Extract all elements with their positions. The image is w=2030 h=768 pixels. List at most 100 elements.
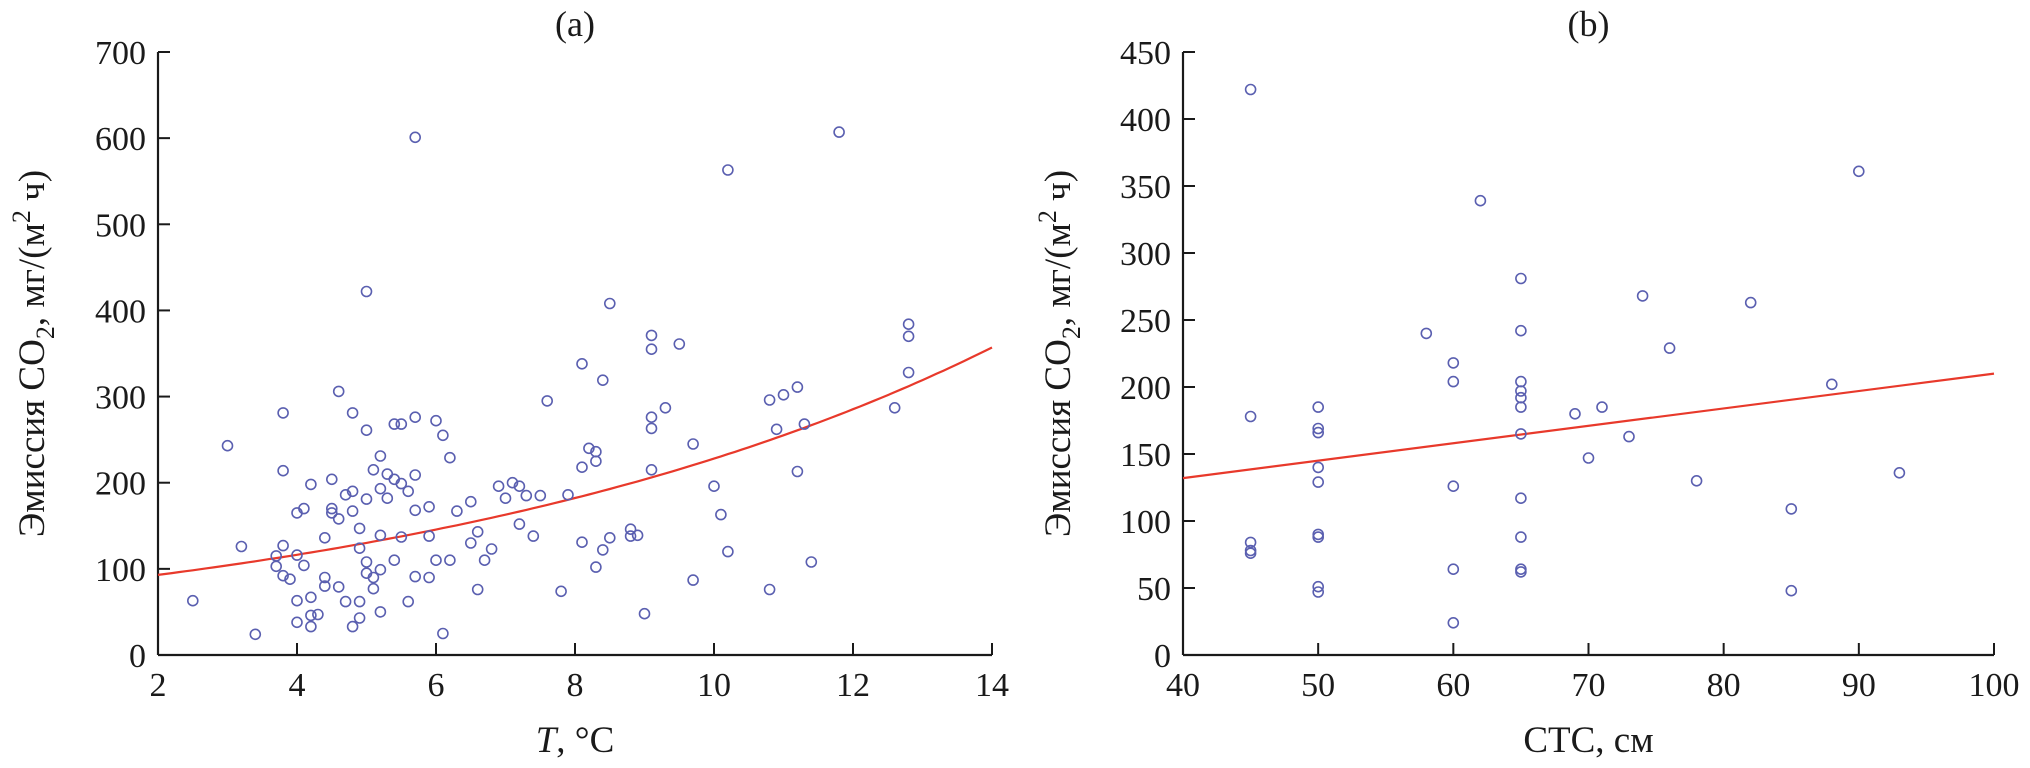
b-data-point: [1515, 375, 1527, 388]
a-data-point: [235, 540, 248, 553]
b-y-tick-label: 200: [1120, 370, 1171, 407]
a-data-point: [506, 476, 519, 489]
a-data-point: [423, 571, 435, 584]
b-data-point: [1312, 531, 1324, 543]
a-data-point: [318, 580, 331, 592]
b-data-point: [1312, 426, 1324, 439]
a-data-point: [444, 451, 456, 464]
a-data-point: [388, 554, 401, 567]
b-data-point: [1515, 391, 1527, 404]
a-data-point: [395, 477, 408, 490]
a-data-point: [492, 480, 505, 493]
a-data-point: [381, 468, 394, 480]
a-data-point: [374, 563, 387, 576]
a-data-point: [360, 556, 373, 568]
a-data-point: [305, 591, 317, 604]
a-data-point: [722, 545, 734, 558]
a-data-point: [298, 559, 310, 572]
a-data-point: [339, 595, 352, 608]
a-data-point: [402, 485, 415, 498]
b-data-point: [1582, 452, 1595, 464]
a-data-point: [645, 329, 658, 342]
a-data-point: [541, 395, 554, 407]
a-data-point: [353, 522, 366, 535]
a-data-point: [583, 442, 595, 455]
a-data-point: [374, 606, 387, 618]
b-y-tick-label: 100: [1120, 504, 1171, 541]
b-data-point: [1312, 580, 1324, 593]
a-data-point: [645, 422, 658, 435]
a-x-tick-label: 10: [697, 667, 731, 704]
b-y-tick-label: 450: [1120, 35, 1171, 72]
a-data-point: [332, 513, 345, 525]
a-data-point: [659, 401, 672, 414]
b-x-tick-label: 80: [1707, 667, 1741, 704]
a-data-point: [305, 620, 317, 633]
b-data-point: [1596, 401, 1608, 413]
b-data-point: [1420, 327, 1433, 340]
a-data-point: [346, 407, 359, 419]
b-y-axis-label: Эмиссия CO2, мг/(м2 ч): [1033, 170, 1086, 537]
a-data-point: [631, 529, 644, 542]
b-data-point: [1690, 474, 1703, 487]
a-y-tick-label: 0: [129, 638, 146, 675]
a-data-point: [687, 438, 699, 450]
a-data-point: [513, 480, 526, 493]
a-data-point: [464, 537, 477, 549]
a-data-point: [444, 554, 456, 567]
a-y-tick-label: 700: [95, 35, 146, 72]
a-data-point: [346, 485, 359, 498]
b-data-point: [1244, 547, 1257, 560]
b-panel-title: (b): [1568, 4, 1610, 44]
panel-a: 0 100 200 300 400 500 600 700 2 4 6 8 10 12 14 (a) T, °C…: [7, 4, 1009, 761]
a-data-point: [715, 508, 727, 521]
a-data-point: [409, 131, 422, 144]
b-x-tick-label: 70: [1572, 667, 1606, 704]
a-data-point: [318, 571, 331, 584]
a-x-axis-label: T, °C: [536, 720, 615, 761]
b-data-point: [1312, 422, 1324, 435]
a-data-point: [423, 500, 435, 513]
a-data-point: [590, 455, 602, 468]
a-data-point: [339, 488, 352, 501]
a-data-point: [464, 495, 477, 508]
a-data-point: [277, 569, 289, 582]
a-data-point: [902, 318, 915, 331]
a-data-point: [360, 493, 373, 505]
a-data-point: [673, 338, 686, 350]
b-data-point: [1312, 401, 1324, 413]
a-data-point: [409, 504, 422, 517]
a-data-point: [777, 388, 790, 401]
a-data-point: [346, 505, 359, 517]
a-data-point: [367, 571, 380, 584]
a-data-point: [325, 502, 338, 515]
b-y-tick-label: 150: [1120, 437, 1171, 474]
b-data-point: [1663, 342, 1676, 354]
a-data-point: [555, 585, 567, 598]
b-data-point: [1515, 492, 1527, 505]
a-data-point: [291, 549, 303, 561]
a-y-axis-label: Эмиссия CO2, мг/(м2 ч): [7, 170, 60, 537]
a-x-tick-label: 12: [836, 667, 870, 704]
b-data-point: [1636, 290, 1649, 302]
a-data-point: [763, 394, 776, 406]
a-data-point: [312, 608, 324, 621]
a-data-point: [478, 554, 491, 567]
panel-b: 0 50 100 150 200 250 300 350 400 450 40 50 60 70 80 90 1…: [1033, 4, 2020, 761]
a-data-point: [520, 489, 533, 502]
b-x-tick-label: 60: [1436, 667, 1470, 704]
a-data-point: [722, 164, 734, 176]
b-data-point: [1312, 586, 1324, 598]
b-fit-line: [1182, 372, 1995, 480]
a-x-tick-label: 14: [975, 667, 1009, 704]
a-y-tick-label: 600: [95, 121, 146, 158]
a-data-point: [576, 461, 588, 474]
a-data-point: [437, 627, 449, 640]
a-data-point: [318, 531, 331, 544]
b-data-point: [1447, 563, 1460, 576]
b-data-point: [1244, 83, 1257, 96]
a-data-point: [499, 492, 512, 505]
a-data-point: [409, 411, 422, 424]
a-data-point: [381, 492, 394, 505]
